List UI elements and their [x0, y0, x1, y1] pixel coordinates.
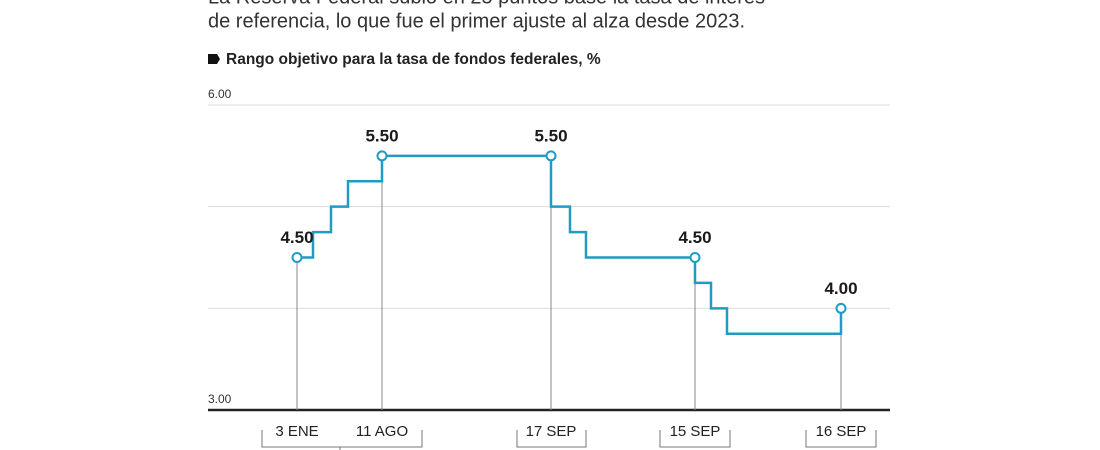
y-tick-label: 3.00: [208, 392, 232, 406]
x-tick-label: 3 ENE: [275, 423, 318, 440]
value-label: 5.50: [534, 126, 567, 145]
value-label: 4.50: [678, 228, 711, 247]
point-marker: [545, 150, 557, 162]
point-marker: [835, 302, 847, 314]
value-label: 4.00: [824, 279, 857, 298]
x-tick-label: 17 SEP: [526, 423, 577, 440]
x-tick-label: 16 SEP: [816, 423, 867, 440]
y-tick-label: 6.00: [208, 87, 232, 101]
intro-line: La Reserva Federal subió en 25 puntos ba…: [208, 0, 765, 8]
date-brackets: [261, 430, 877, 450]
step-line: [297, 154, 843, 335]
value-label: 4.50: [280, 228, 313, 247]
value-label: 5.50: [365, 126, 398, 145]
subtitle-icon: [208, 54, 220, 64]
chart-subtitle: Rango objetivo para la tasa de fondos fe…: [226, 51, 601, 68]
point-marker: [376, 150, 388, 162]
x-tick-label: 11 AGO: [356, 423, 408, 440]
intro-line: de referencia, lo que fue el primer ajus…: [208, 10, 745, 32]
point-marker: [689, 252, 701, 263]
x-tick-label: 15 SEP: [670, 423, 721, 440]
point-marker: [291, 252, 303, 263]
